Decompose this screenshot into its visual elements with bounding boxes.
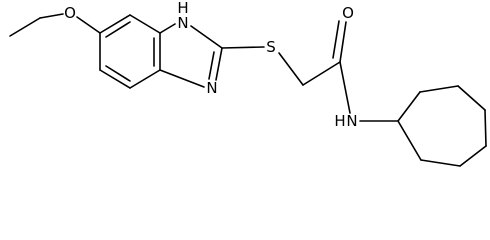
atom-label: O <box>64 4 76 22</box>
bond <box>159 23 176 34</box>
bond <box>339 61 351 114</box>
bond <box>420 159 461 167</box>
bond <box>99 14 131 34</box>
bond <box>99 69 131 89</box>
bond <box>159 69 205 88</box>
atom-label: O <box>342 4 354 22</box>
bond <box>129 69 161 89</box>
bond <box>332 20 340 59</box>
atom-label: S <box>266 38 276 56</box>
bond <box>278 52 304 86</box>
bond <box>397 91 421 122</box>
atom-label: N <box>206 79 217 97</box>
bond <box>105 21 131 38</box>
bond <box>221 46 265 49</box>
bond <box>215 47 223 81</box>
bond <box>339 21 347 63</box>
bond <box>419 85 459 93</box>
bond <box>302 61 341 86</box>
atom-label: H <box>334 112 345 130</box>
atom-label: N <box>177 14 188 32</box>
bond <box>105 65 131 82</box>
atom-label: H <box>177 0 188 17</box>
bonds <box>9 13 487 167</box>
bond <box>397 120 422 161</box>
bond <box>457 85 486 111</box>
bond <box>484 109 487 147</box>
bond <box>190 25 223 49</box>
bond <box>76 16 101 34</box>
bond <box>39 13 64 19</box>
bond <box>208 51 215 80</box>
bond <box>459 145 487 167</box>
bond <box>129 14 161 34</box>
bond <box>9 17 41 37</box>
atom-label: N <box>346 112 357 130</box>
molecule-diagram: O H N N S O N H <box>9 0 487 167</box>
